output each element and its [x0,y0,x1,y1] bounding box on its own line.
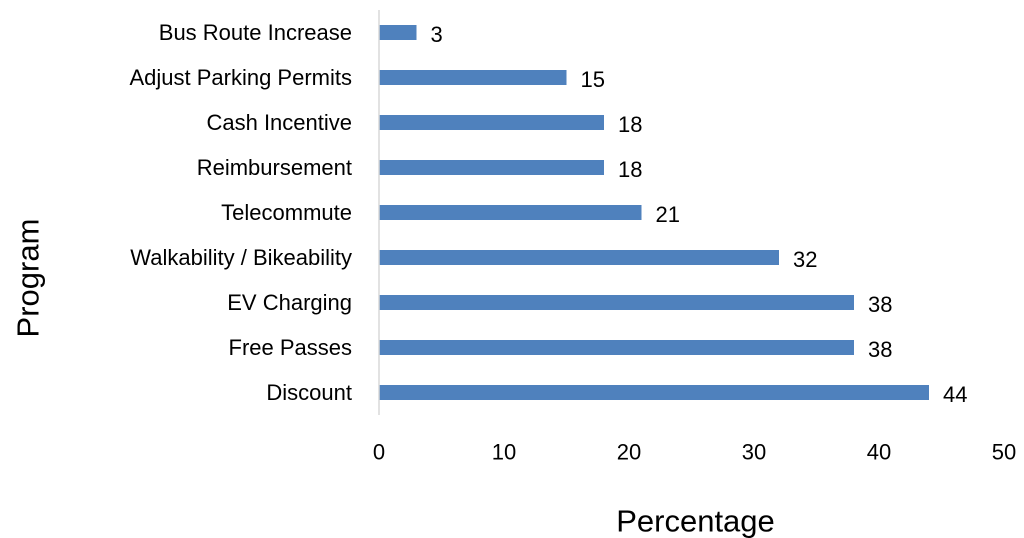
x-axis-title: Percentage [616,504,775,538]
data-label-bus-route-increase: 3 [431,22,443,47]
category-label-reimbursement: Reimbursement [197,155,352,180]
y-axis-title: Program [11,219,46,338]
bar-walkability-bikeability [379,250,779,265]
data-label-reimbursement: 18 [618,157,642,182]
bar-cash-incentive [379,115,604,130]
data-label-walkability-bikeability: 32 [793,247,817,272]
x-tick-label-50: 50 [992,440,1016,465]
x-tick-label-10: 10 [492,440,516,465]
bar-free-passes [379,340,854,355]
bar-discount [379,385,929,400]
category-label-adjust-parking-permits: Adjust Parking Permits [129,65,352,90]
data-labels: 3 15 18 18 21 32 38 38 44 [431,22,968,407]
category-label-ev-charging: EV Charging [227,290,352,315]
category-label-telecommute: Telecommute [221,200,352,225]
bar-reimbursement [379,160,604,175]
bar-bus-route-increase [379,25,417,40]
category-label-discount: Discount [266,380,352,405]
x-tick-label-20: 20 [617,440,641,465]
data-label-telecommute: 21 [656,202,680,227]
data-label-cash-incentive: 18 [618,112,642,137]
x-tick-label-40: 40 [867,440,891,465]
data-label-free-passes: 38 [868,337,892,362]
data-label-discount: 44 [943,382,967,407]
category-label-walkability-bikeability: Walkability / Bikeability [130,245,352,270]
category-labels: Bus Route Increase Adjust Parking Permits… [129,20,352,405]
bar-ev-charging [379,295,854,310]
bar-adjust-parking-permits [379,70,567,85]
data-label-adjust-parking-permits: 15 [581,67,605,92]
bar-telecommute [379,205,642,220]
category-label-cash-incentive: Cash Incentive [206,110,352,135]
bars-group [379,25,929,400]
data-label-ev-charging: 38 [868,292,892,317]
x-tick-label-30: 30 [742,440,766,465]
x-tick-labels: 0 10 20 30 40 50 [373,440,1016,465]
category-label-free-passes: Free Passes [229,335,353,360]
category-label-bus-route-increase: Bus Route Increase [159,20,352,45]
x-tick-label-0: 0 [373,440,385,465]
